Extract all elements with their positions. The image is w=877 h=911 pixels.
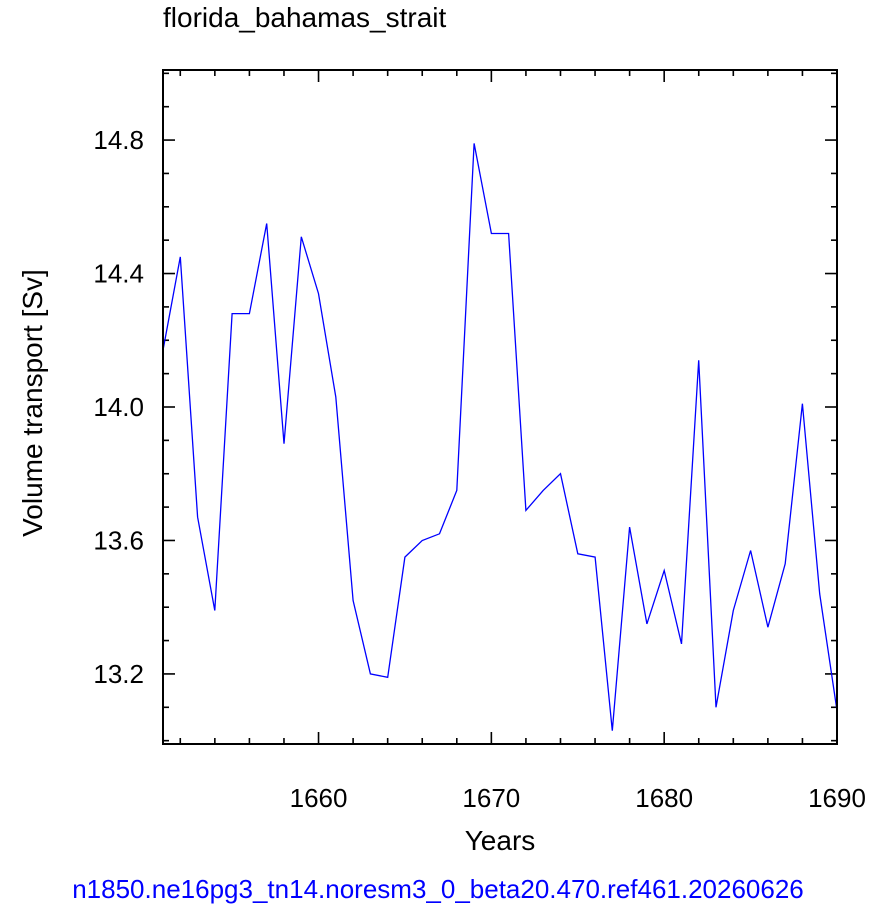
- y-axis-title: Volume transport [Sv]: [17, 269, 48, 537]
- chart-title: florida_bahamas_strait: [163, 2, 446, 33]
- series-line: [162, 143, 838, 731]
- x-tick-label: 1670: [462, 783, 520, 813]
- y-tick-label: 14.8: [93, 125, 144, 155]
- x-tick-label: 1680: [635, 783, 693, 813]
- y-tick-label: 13.6: [93, 525, 144, 555]
- tick-marks: [163, 70, 838, 744]
- x-axis-title: Years: [465, 825, 536, 856]
- y-tick-label: 14.0: [93, 392, 144, 422]
- x-tick-label: 1660: [290, 783, 348, 813]
- tick-labels: 1660 1670 1680 1690 13.2 13.6 14.0 14.4 14.8: [93, 125, 866, 813]
- x-tick-label: 1690: [808, 783, 866, 813]
- y-tick-label: 14.4: [93, 259, 144, 289]
- y-tick-label: 13.2: [93, 659, 144, 689]
- footer-caption: n1850.ne16pg3_tn14.noresm3_0_beta20.470.…: [72, 874, 804, 904]
- plot-frame: [162, 69, 838, 745]
